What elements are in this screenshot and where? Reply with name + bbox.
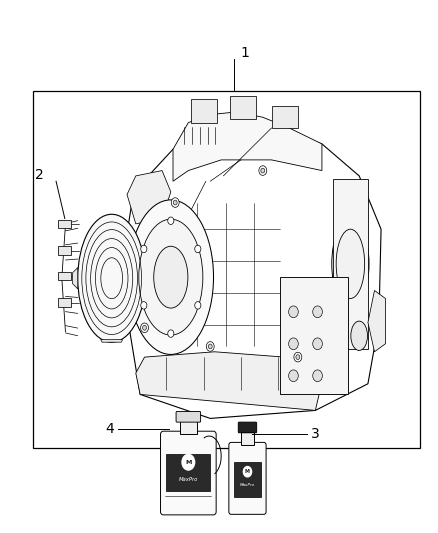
- FancyBboxPatch shape: [272, 106, 297, 128]
- Text: MaxPro: MaxPro: [179, 477, 198, 482]
- Bar: [58, 298, 71, 307]
- Ellipse shape: [289, 306, 298, 318]
- Bar: [33, 91, 420, 448]
- Ellipse shape: [208, 344, 212, 349]
- Ellipse shape: [143, 325, 146, 330]
- FancyBboxPatch shape: [191, 99, 216, 123]
- Polygon shape: [136, 352, 324, 410]
- Bar: [166, 454, 210, 491]
- Ellipse shape: [141, 245, 147, 253]
- Polygon shape: [101, 340, 123, 342]
- Ellipse shape: [181, 454, 195, 471]
- Ellipse shape: [289, 338, 298, 350]
- Ellipse shape: [243, 466, 252, 478]
- Ellipse shape: [206, 342, 214, 351]
- FancyBboxPatch shape: [230, 96, 256, 119]
- Ellipse shape: [168, 217, 174, 224]
- Ellipse shape: [336, 229, 364, 298]
- Text: M: M: [185, 460, 191, 465]
- Text: 1: 1: [241, 46, 250, 60]
- Ellipse shape: [168, 330, 174, 337]
- Ellipse shape: [139, 219, 203, 335]
- Ellipse shape: [141, 302, 147, 309]
- Ellipse shape: [154, 246, 188, 308]
- Ellipse shape: [141, 323, 148, 333]
- Bar: [180, 421, 197, 434]
- Ellipse shape: [313, 338, 322, 350]
- Ellipse shape: [296, 355, 300, 360]
- Ellipse shape: [195, 302, 201, 309]
- Text: MaxPro: MaxPro: [240, 483, 255, 487]
- Polygon shape: [173, 112, 322, 181]
- Bar: [58, 246, 71, 255]
- Ellipse shape: [294, 352, 302, 362]
- Ellipse shape: [173, 200, 177, 205]
- Polygon shape: [123, 128, 381, 418]
- Ellipse shape: [128, 200, 213, 354]
- Bar: [58, 272, 71, 280]
- Ellipse shape: [195, 245, 201, 253]
- Ellipse shape: [313, 370, 322, 382]
- Bar: [280, 277, 348, 394]
- Polygon shape: [333, 179, 368, 349]
- Text: 4: 4: [105, 422, 114, 436]
- Ellipse shape: [289, 370, 298, 382]
- Bar: [241, 432, 254, 445]
- Ellipse shape: [171, 198, 179, 207]
- Text: 2: 2: [35, 168, 44, 182]
- Ellipse shape: [78, 214, 145, 342]
- Text: 3: 3: [311, 427, 320, 441]
- Ellipse shape: [259, 166, 267, 175]
- Ellipse shape: [351, 321, 367, 351]
- Ellipse shape: [313, 306, 322, 318]
- Bar: [58, 220, 71, 228]
- FancyBboxPatch shape: [160, 431, 216, 515]
- Polygon shape: [127, 171, 171, 224]
- Bar: [234, 462, 261, 497]
- FancyBboxPatch shape: [176, 411, 201, 422]
- Ellipse shape: [261, 168, 265, 173]
- Text: M: M: [245, 469, 250, 474]
- FancyBboxPatch shape: [238, 422, 257, 433]
- Polygon shape: [72, 268, 78, 289]
- FancyBboxPatch shape: [229, 442, 266, 514]
- Ellipse shape: [332, 219, 369, 309]
- Polygon shape: [368, 290, 385, 352]
